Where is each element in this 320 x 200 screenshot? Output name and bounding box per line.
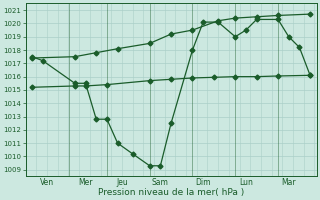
Text: Dim: Dim: [196, 178, 211, 187]
Text: Sam: Sam: [152, 178, 169, 187]
X-axis label: Pression niveau de la mer( hPa ): Pression niveau de la mer( hPa ): [98, 188, 244, 197]
Text: Mer: Mer: [78, 178, 93, 187]
Text: Mar: Mar: [281, 178, 296, 187]
Text: Ven: Ven: [40, 178, 54, 187]
Text: Lun: Lun: [239, 178, 253, 187]
Text: Jeu: Jeu: [116, 178, 128, 187]
